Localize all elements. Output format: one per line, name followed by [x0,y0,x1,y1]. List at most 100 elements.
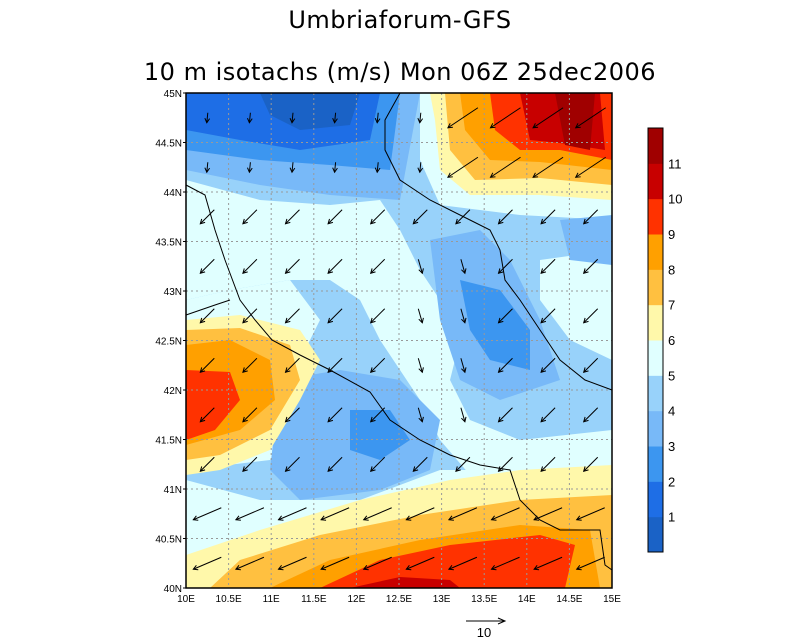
lat-tick-label: 40.5N [155,535,182,546]
wind-arrowhead-icon [192,565,199,571]
wind-arrow [532,156,564,178]
wind-arrow [540,357,556,373]
wind-arrow [455,456,471,472]
colorbar-label: 5 [668,368,675,383]
wind-arrow [278,507,307,521]
wind-arrowhead-icon [582,416,589,423]
wind-arrowhead-icon [320,565,327,571]
colorbar-bin [648,340,663,376]
wind-arrow [242,407,258,423]
wind-arrowhead-icon [332,117,338,124]
wind-arrow [327,308,343,324]
lon-tick-label: 11.5E [301,594,327,605]
wind-arrowhead-icon [540,268,547,274]
wind-arrow [320,507,350,521]
wind-arrowhead-icon [374,117,381,124]
wind-arrowhead-icon [575,565,582,571]
wind-arrow [412,456,428,472]
colorbar-bin [648,198,663,235]
lon-tick-label: 10.5E [216,594,242,605]
wind-arrow [575,156,606,178]
wind-arrowhead-icon [497,317,504,324]
wind-arrowhead-icon [455,218,461,225]
wind-arrowhead-icon [574,172,581,178]
wind-arrow [242,456,258,472]
wind-arrow [285,357,300,373]
wind-arrowhead-icon [369,317,376,324]
chart-title: Umbriaforum-GFS [288,6,512,34]
wind-arrowhead-icon [461,317,467,324]
wind-arrowhead-icon [246,117,253,124]
wind-arrow [419,162,422,173]
wind-arrow [575,107,606,129]
wind-arrow [583,209,599,225]
wind-arrowhead-icon [284,466,291,472]
colorbar-bin [648,410,663,447]
wind-arrowhead-icon [490,565,497,571]
chart-subtitle: 10 m isotachs (m/s) Mon 06Z 25dec2006 [143,58,657,86]
wind-arrow [491,556,520,570]
wind-arrow [406,556,435,570]
wind-arrowhead-icon [284,367,291,373]
wind-arrow [370,308,386,324]
wind-arrowhead-icon [497,218,504,225]
wind-arrowhead-icon [447,565,454,571]
wind-arrow [417,358,423,373]
wind-arrowhead-icon [540,218,547,225]
wind-arrow [199,456,215,472]
wind-arrow [242,209,258,225]
wind-arrowhead-icon [461,268,467,275]
colorbar-label: 2 [668,474,675,489]
colorbar-label: 11 [668,156,682,171]
wind-arrow [498,407,513,423]
lon-tick-label: 12E [348,594,366,605]
wind-arrow [583,357,599,373]
colorbar-bin [648,304,663,341]
wind-arrowhead-icon [447,172,453,178]
wind-arrowhead-icon [575,515,582,521]
wind-arrow [363,507,392,521]
wind-arrow [498,209,513,225]
wind-arrowhead-icon [582,367,589,373]
colorbar-bin [648,446,663,482]
wind-arrowhead-icon [455,466,461,472]
colorbar-label: 10 [668,192,682,207]
wind-arrow [370,456,386,472]
wind-arrowhead-icon [369,367,376,373]
wind-arrow [533,556,563,570]
lon-tick-label: 15E [603,594,621,605]
coastline [185,184,613,571]
wind-arrowhead-icon [497,466,504,472]
colorbar: 1 2 3 4 5 6 7 8 9 10 11 [647,127,682,553]
wind-arrow [327,258,343,274]
wind-arrow [419,112,422,123]
wind-arrowhead-icon [242,317,248,324]
wind-arrowhead-icon [327,268,334,274]
wind-arrowhead-icon [582,466,589,472]
wind-arrowhead-icon [533,515,540,521]
wind-arrow [242,308,258,324]
wind-arrowhead-icon [199,218,206,225]
wind-arrow [291,112,294,123]
colorbar-label: 4 [668,404,675,419]
lon-tick-label: 13E [433,594,451,605]
wind-arrowhead-icon [490,515,497,521]
lat-tick-label: 41N [164,485,182,496]
lon-tick-label: 14E [518,594,536,605]
wind-arrow [491,507,520,521]
wind-arrow [540,456,556,472]
wind-arrowhead-icon [582,317,589,324]
wind-arrow [291,162,294,173]
colorbar-frame [647,127,664,553]
wind-arrowhead-icon [405,515,412,521]
colorbar-bin [648,481,663,518]
wind-arrow [533,507,563,521]
wind-arrowhead-icon [277,565,284,571]
wind-arrow [285,209,300,225]
lat-tick-label: 42.5N [155,337,182,348]
wind-arrowhead-icon [497,268,504,274]
wind-arrow [199,258,215,274]
wind-arrow [370,258,386,274]
wind-arrowhead-icon [369,416,376,423]
